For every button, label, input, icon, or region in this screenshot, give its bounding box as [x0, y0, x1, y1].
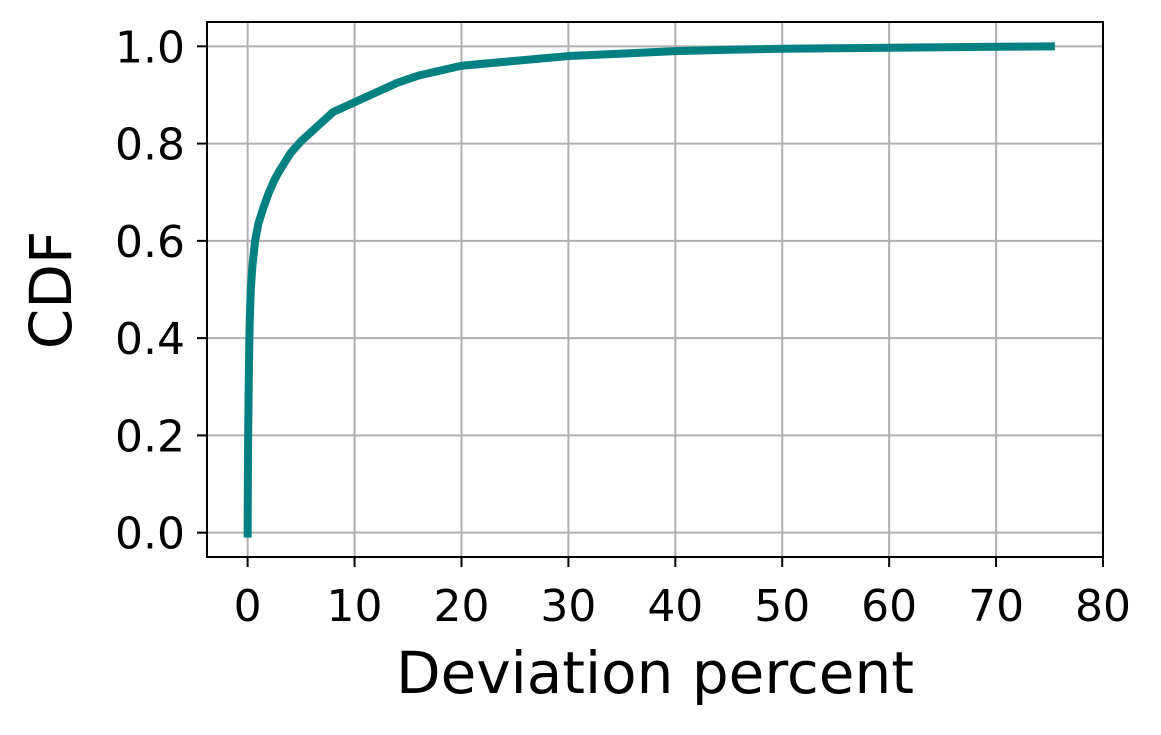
y-axis-label: CDF	[17, 231, 85, 350]
x-tick-label: 40	[647, 581, 703, 632]
x-tick-label: 80	[1075, 581, 1131, 632]
cdf-line	[243, 42, 1055, 538]
x-tick-label: 50	[754, 581, 810, 632]
series-layer	[243, 42, 1055, 538]
y-tick-label: 1.0	[115, 22, 185, 73]
y-tick-label: 0.4	[115, 314, 185, 365]
x-tick-label: 60	[861, 581, 917, 632]
x-tick-label: 20	[433, 581, 489, 632]
y-tick-label: 0.8	[115, 120, 185, 171]
y-tick-label: 0.2	[115, 411, 185, 462]
y-tick-label: 0.6	[115, 217, 185, 268]
grid-lines	[207, 22, 1104, 557]
plot-frame	[206, 21, 1104, 558]
axis-ticks: 0 10 20 30 40 50 60 70 80 0.0 0.2 0.4 0.6 0.8 1.0	[115, 22, 1131, 632]
x-tick-label: 0	[234, 581, 262, 632]
x-tick-label: 10	[327, 581, 383, 632]
y-tick-label: 0.0	[115, 509, 185, 560]
x-tick-label: 70	[968, 581, 1024, 632]
x-axis-label: Deviation percent	[396, 639, 914, 707]
x-tick-label: 30	[540, 581, 596, 632]
